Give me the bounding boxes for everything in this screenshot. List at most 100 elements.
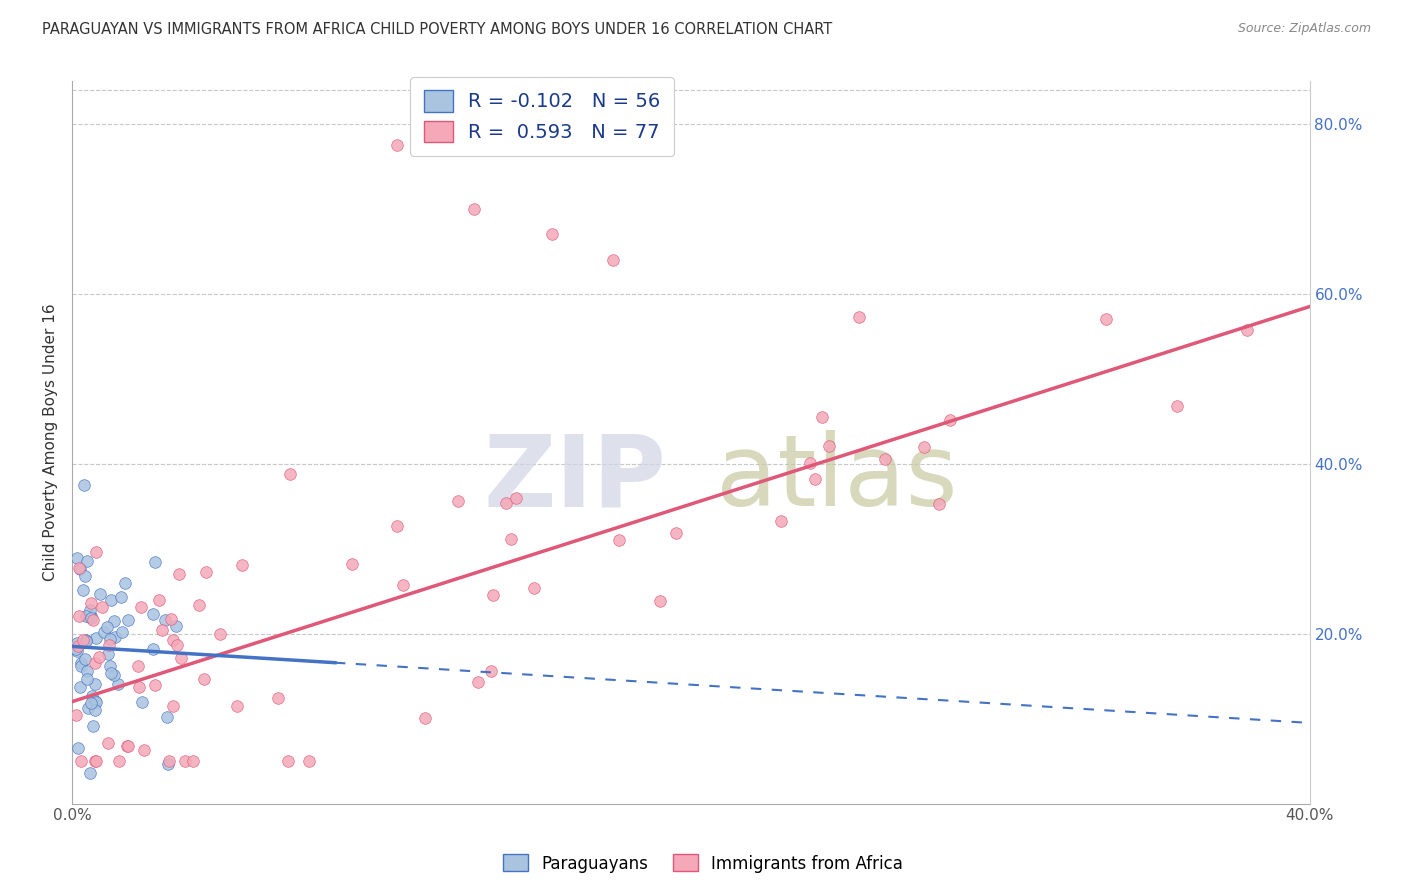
Point [104,630,127,644]
Legend: R = -0.102   N = 56, R =  0.593   N = 77: R = -0.102 N = 56, R = 0.593 N = 77 [411,77,675,156]
Point [540,227,562,242]
Point [162,633,184,648]
Point [82,718,104,732]
Point [110,591,132,605]
Point [131,696,153,710]
Point [75,633,97,648]
Point [160,612,183,626]
Point [84,754,107,768]
Point [79,766,101,780]
Point [799,456,821,470]
Point [93,624,115,639]
Point [80,690,103,704]
Point [495,496,517,510]
Point [73,652,96,666]
Point [385,138,408,153]
Point [66,550,89,565]
Point [156,710,179,724]
Point [848,310,870,325]
Point [1166,399,1188,413]
Point [1095,312,1118,326]
Point [208,626,231,640]
Point [413,711,436,725]
Point [150,623,173,637]
Point [76,665,98,679]
Point [157,757,180,772]
Point [297,754,319,768]
Point [153,613,176,627]
Point [939,412,962,426]
Point [89,587,111,601]
Point [165,619,187,633]
Point [73,478,96,492]
Point [75,632,97,647]
Point [87,649,110,664]
Point [98,638,121,652]
Point [159,754,181,768]
Point [84,656,107,670]
Point [340,557,363,571]
Point [148,593,170,607]
Point [103,667,125,681]
Point [811,409,834,424]
Point [143,555,166,569]
Point [134,743,156,757]
Point [225,699,247,714]
Point [505,491,527,505]
Point [67,608,90,623]
Point [166,638,188,652]
Point [84,695,107,709]
Point [173,754,195,768]
Point [267,690,290,705]
Point [162,699,184,714]
Point [648,594,671,608]
Point [181,754,204,768]
Point [770,514,793,528]
Point [80,608,103,623]
Point [70,656,93,670]
Point [131,599,153,614]
Point [98,632,121,647]
Point [84,754,107,768]
Point [142,641,165,656]
Text: atlas: atlas [716,430,957,527]
Point [100,593,122,607]
Point [69,562,91,576]
Point [107,754,129,768]
Point [103,614,125,628]
Point [80,611,103,625]
Point [170,651,193,665]
Point [84,693,107,707]
Point [231,558,253,572]
Point [143,678,166,692]
Point [76,554,98,568]
Text: ZIP: ZIP [484,430,666,527]
Point [66,741,89,756]
Point [66,636,89,650]
Point [188,598,211,612]
Point [195,565,218,579]
Point [127,658,149,673]
Point [65,708,87,723]
Point [84,631,107,645]
Point [97,647,120,661]
Point [83,703,105,717]
Point [392,577,415,591]
Point [114,575,136,590]
Point [96,620,118,634]
Point [79,603,101,617]
Point [817,440,839,454]
Point [117,614,139,628]
Point [72,633,94,648]
Point [69,754,91,768]
Point [467,675,489,690]
Point [97,736,120,750]
Point [115,739,138,754]
Point [69,680,91,694]
Point [447,493,470,508]
Y-axis label: Child Poverty Among Boys Under 16: Child Poverty Among Boys Under 16 [44,303,58,582]
Point [167,567,190,582]
Point [804,472,827,486]
Point [70,658,93,673]
Point [607,533,630,548]
